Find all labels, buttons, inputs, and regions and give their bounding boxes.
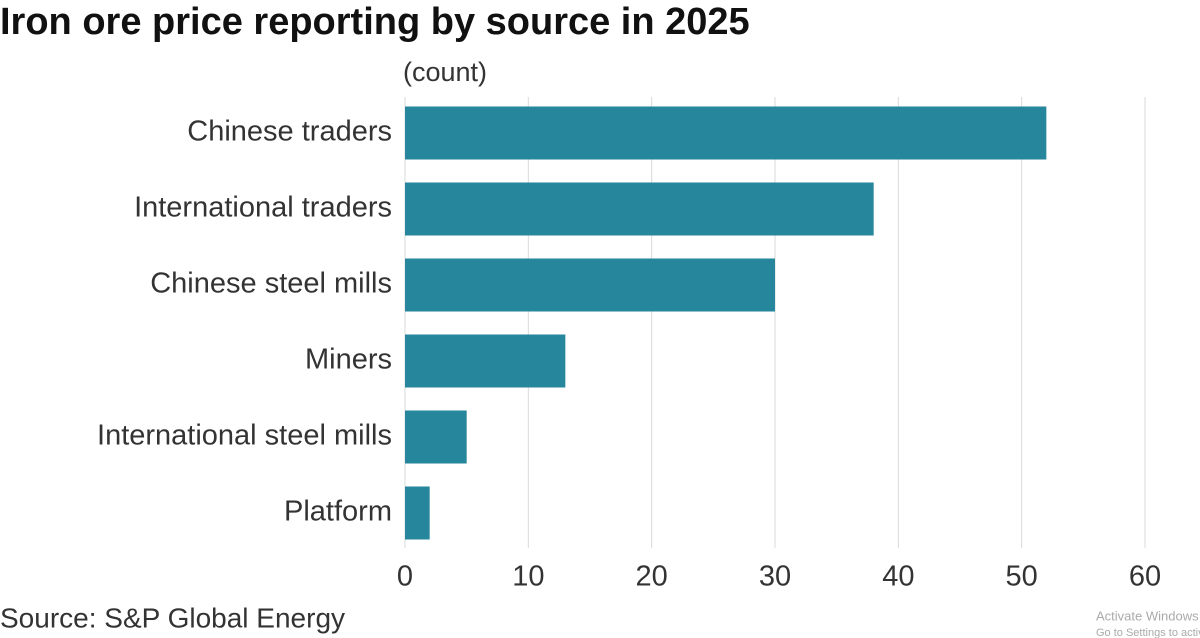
bar (405, 106, 1047, 160)
x-tick-label: 50 (1006, 561, 1038, 593)
bar (405, 182, 874, 236)
bar (405, 258, 775, 312)
axis-unit: (count) (403, 57, 487, 87)
y-tick-label: Platform (284, 496, 392, 528)
x-tick-label: 0 (397, 561, 413, 593)
x-tick-label: 30 (759, 561, 791, 593)
bar (405, 334, 566, 388)
y-tick-label: International steel mills (97, 420, 392, 452)
y-tick-label: Chinese traders (187, 116, 392, 148)
x-tick-label: 20 (636, 561, 668, 593)
watermark: Activate Windows (1096, 608, 1199, 623)
bar (405, 486, 430, 540)
y-tick-label: Chinese steel mills (150, 268, 392, 300)
watermark: Go to Settings to activate Windows. (1096, 627, 1200, 638)
x-tick-label: 60 (1129, 561, 1161, 593)
x-tick-label: 10 (512, 561, 544, 593)
y-tick-label: International traders (134, 192, 392, 224)
source: Source: S&P Global Energy (0, 602, 345, 633)
y-tick-label: Miners (305, 344, 392, 376)
bar (405, 410, 467, 464)
chart-title: Iron ore price reporting by source in 20… (0, 1, 750, 43)
x-tick-label: 40 (882, 561, 914, 593)
